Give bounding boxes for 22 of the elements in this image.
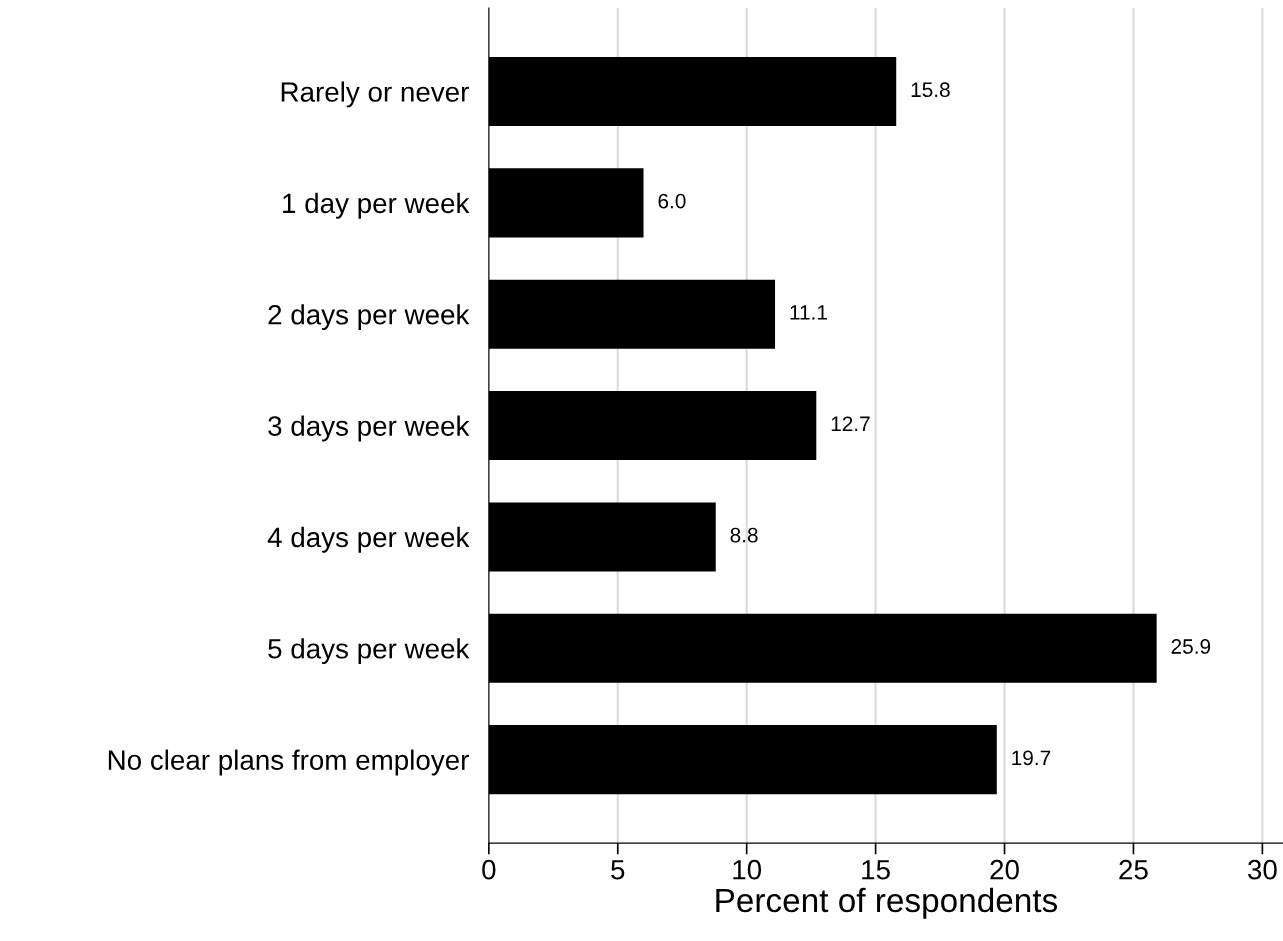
y-tick-label: 4 days per week — [267, 526, 470, 553]
data-label: 12.7 — [831, 416, 870, 431]
data-label: 11.1 — [790, 305, 827, 320]
y-tick-label: 3 days per week — [268, 415, 470, 442]
y-tick-label: No clear plans from employer — [108, 749, 469, 776]
x-tick-label: 5 — [611, 860, 625, 880]
data-label: 19.7 — [1012, 750, 1051, 766]
y-tick-label: 1 day per week — [283, 192, 470, 219]
data-label: 25.9 — [1171, 639, 1211, 654]
x-tick-label: 15 — [862, 860, 890, 880]
y-tick-label: 2 days per week — [268, 304, 470, 331]
x-axis-title: Percent of respondents — [716, 887, 1058, 919]
y-tick-label: Rarely or never — [281, 81, 469, 108]
x-tick-label: 30 — [1247, 859, 1277, 880]
data-label: 6.0 — [658, 193, 686, 209]
y-tick-label: 5 days per week — [268, 638, 470, 665]
data-label: 15.8 — [911, 82, 950, 98]
data-label: 8.8 — [730, 527, 758, 543]
x-tick-label: 25 — [1119, 859, 1148, 880]
x-tick-label: 10 — [733, 859, 762, 880]
x-tick-label: 0 — [482, 859, 496, 880]
x-tick-label: 20 — [990, 859, 1019, 880]
